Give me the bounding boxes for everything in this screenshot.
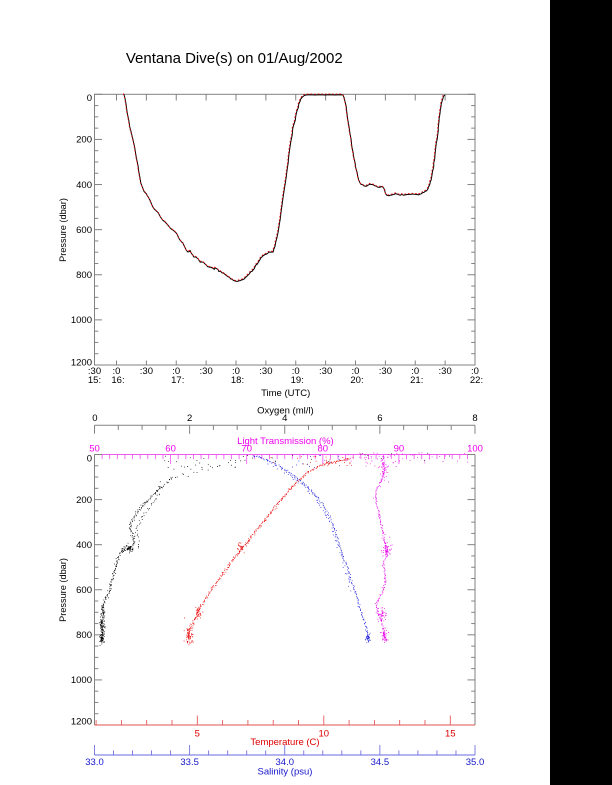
- svg-text::0: :0: [352, 366, 360, 377]
- svg-text:0: 0: [87, 93, 92, 104]
- svg-text:15:: 15:: [88, 375, 101, 386]
- svg-text:70: 70: [241, 444, 252, 455]
- svg-text:21:: 21:: [410, 375, 423, 386]
- svg-text:1000: 1000: [71, 315, 92, 326]
- svg-text:0: 0: [87, 454, 92, 465]
- svg-text::30: :30: [200, 366, 213, 377]
- svg-text::0: :0: [471, 366, 479, 377]
- svg-text:18:: 18:: [231, 375, 244, 386]
- svg-text:34.5: 34.5: [371, 757, 390, 768]
- svg-text:600: 600: [76, 585, 92, 596]
- svg-text:400: 400: [76, 540, 92, 551]
- svg-text:5: 5: [195, 728, 200, 739]
- svg-text:33.0: 33.0: [85, 757, 104, 768]
- svg-text:Light Transmission (%): Light Transmission (%): [237, 436, 334, 447]
- svg-text:10: 10: [319, 728, 330, 739]
- svg-text::0: :0: [292, 366, 300, 377]
- svg-text:Pressure (dbar): Pressure (dbar): [58, 558, 68, 622]
- svg-text:0: 0: [92, 413, 97, 424]
- svg-text:600: 600: [76, 225, 92, 236]
- svg-text:800: 800: [76, 270, 92, 281]
- svg-text:8: 8: [472, 413, 477, 424]
- svg-text:400: 400: [76, 180, 92, 191]
- svg-text:Salinity (psu): Salinity (psu): [258, 766, 313, 777]
- svg-text:6: 6: [377, 413, 382, 424]
- svg-text:34.0: 34.0: [276, 757, 295, 768]
- svg-text:100: 100: [467, 444, 483, 455]
- svg-text::0: :0: [113, 366, 121, 377]
- svg-text:16:: 16:: [111, 375, 124, 386]
- svg-text:Oxygen (ml/l): Oxygen (ml/l): [257, 406, 313, 417]
- svg-text:1200: 1200: [71, 358, 92, 369]
- svg-text::30: :30: [88, 366, 101, 377]
- svg-text::30: :30: [379, 366, 392, 377]
- svg-text::0: :0: [172, 366, 180, 377]
- svg-text:2: 2: [187, 413, 192, 424]
- svg-text:15: 15: [445, 728, 456, 739]
- svg-text:80: 80: [318, 444, 329, 455]
- svg-text:1000: 1000: [71, 675, 92, 686]
- svg-text:90: 90: [394, 444, 405, 455]
- svg-text:1200: 1200: [71, 717, 92, 728]
- svg-text:Time (UTC): Time (UTC): [261, 388, 310, 399]
- svg-text:20:: 20:: [350, 375, 363, 386]
- svg-text::30: :30: [259, 366, 272, 377]
- svg-text::0: :0: [232, 366, 240, 377]
- svg-text:60: 60: [165, 444, 176, 455]
- svg-text:17:: 17:: [171, 375, 184, 386]
- svg-text:Ventana Dive(s) on 01/Aug/2002: Ventana Dive(s) on 01/Aug/2002: [126, 50, 343, 67]
- svg-text::30: :30: [319, 366, 332, 377]
- svg-text:Pressure (dbar): Pressure (dbar): [58, 198, 68, 262]
- svg-text:200: 200: [76, 135, 92, 146]
- svg-text:19:: 19:: [291, 375, 304, 386]
- svg-text:35.0: 35.0: [466, 757, 485, 768]
- svg-text:4: 4: [282, 413, 287, 424]
- svg-text:33.5: 33.5: [180, 757, 199, 768]
- svg-text:22:: 22:: [470, 375, 483, 386]
- svg-text::30: :30: [140, 366, 153, 377]
- svg-text:50: 50: [89, 444, 100, 455]
- svg-text::0: :0: [411, 366, 419, 377]
- svg-text::30: :30: [439, 366, 452, 377]
- svg-text:800: 800: [76, 630, 92, 641]
- svg-text:Temperature (C): Temperature (C): [250, 737, 319, 748]
- svg-text:200: 200: [76, 495, 92, 506]
